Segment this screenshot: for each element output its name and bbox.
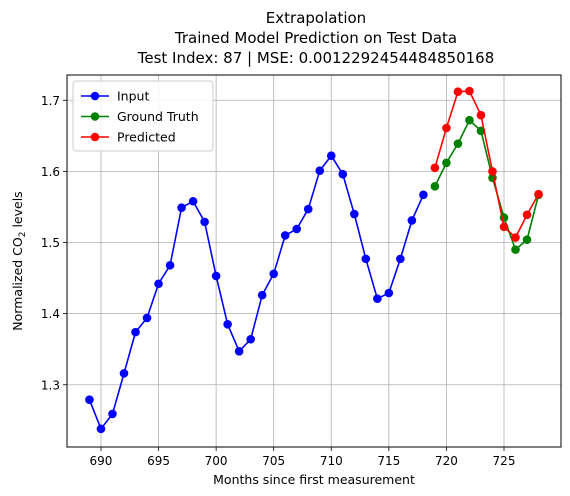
data-point [269,269,278,279]
legend-item: Ground Truth [81,109,199,124]
data-point [188,196,198,206]
y-tick-label: 1.5 [41,236,60,250]
x-axis-label: Months since first measurement [213,472,415,487]
x-tick-label: 695 [147,454,170,468]
x-tick-label: 725 [493,454,516,468]
data-point [338,169,348,179]
legend-item: Input [81,89,149,104]
data-point [96,424,106,434]
data-point [119,369,129,378]
y-axis-label: Normalized CO2 levels [10,191,28,330]
plot-frame [66,74,562,448]
data-point [326,151,336,161]
series-input [85,151,428,434]
series-predicted [430,86,543,242]
data-point [511,233,520,242]
data-point [373,294,382,303]
data-point [280,231,290,240]
data-point [384,288,394,298]
x-tick-label: 700 [205,454,228,468]
legend-marker [90,132,100,142]
data-point [442,158,451,168]
data-point [453,139,463,148]
data-point [522,235,532,244]
series-line [434,119,540,251]
legend-item: Predicted [81,130,176,145]
data-point [396,254,405,264]
chart-title-line-2: Trained Model Prediction on Test Data [174,29,457,47]
y-tick-label: 1.6 [41,165,60,179]
data-point [488,167,497,176]
legend-label: Input [117,89,149,104]
x-tick-label: 715 [377,454,400,468]
data-point [177,203,186,212]
ticks: 690 695 700 705 710 715 720 725 1.3 1.4 1.5 1.6 1.7 [41,94,516,468]
data-point [223,320,232,329]
x-tick-label: 690 [90,454,113,468]
data-point [465,115,474,125]
data-point [442,123,451,133]
chart-title-line-1: Extrapolation [266,9,366,27]
data-point [315,166,325,175]
data-point [522,210,532,220]
x-tick-label: 705 [262,454,285,468]
y-axis-label-subscript: 2 [18,232,28,238]
y-axis-label-prefix: Normalized CO [10,237,25,331]
x-tick-label: 710 [320,454,343,468]
data-point [246,334,255,344]
data-point [257,290,267,300]
data-point [430,182,440,191]
legend-marker [90,112,100,121]
series-line [434,90,540,239]
series-ground-truth [430,115,543,254]
data-point [131,327,140,337]
data-point [154,279,163,289]
y-tick-label: 1.4 [41,307,60,321]
data-point [108,409,117,419]
y-axis-label-suffix: levels [10,191,25,231]
data-point [200,217,209,227]
legend-label: Ground Truth [117,109,199,124]
data-point [430,163,440,173]
legend: Input Ground Truth Predicted [72,80,214,152]
series-layer [85,86,543,434]
data-point [476,110,486,120]
data-point [303,204,313,214]
data-point [350,209,359,219]
x-tick-label: 720 [435,454,458,468]
data-point [534,189,543,199]
data-point [499,222,509,232]
grid [67,75,561,447]
chart-title-line-3: Test Index: 87 | MSE: 0.0012292454484850… [137,49,495,67]
data-point [142,313,152,323]
data-point [85,395,94,404]
data-point [453,87,463,97]
data-point [465,86,474,96]
data-point [361,254,371,264]
data-point [419,190,428,200]
data-point [292,224,302,234]
data-point [407,216,417,225]
data-point [234,347,244,356]
y-tick-label: 1.3 [41,378,60,392]
legend-label: Predicted [117,130,176,145]
data-point [165,260,175,270]
data-point [511,245,520,254]
series-line [88,154,425,430]
legend-box [72,80,214,152]
legend-marker [90,91,100,101]
data-point [211,271,221,281]
y-tick-label: 1.7 [41,94,60,108]
